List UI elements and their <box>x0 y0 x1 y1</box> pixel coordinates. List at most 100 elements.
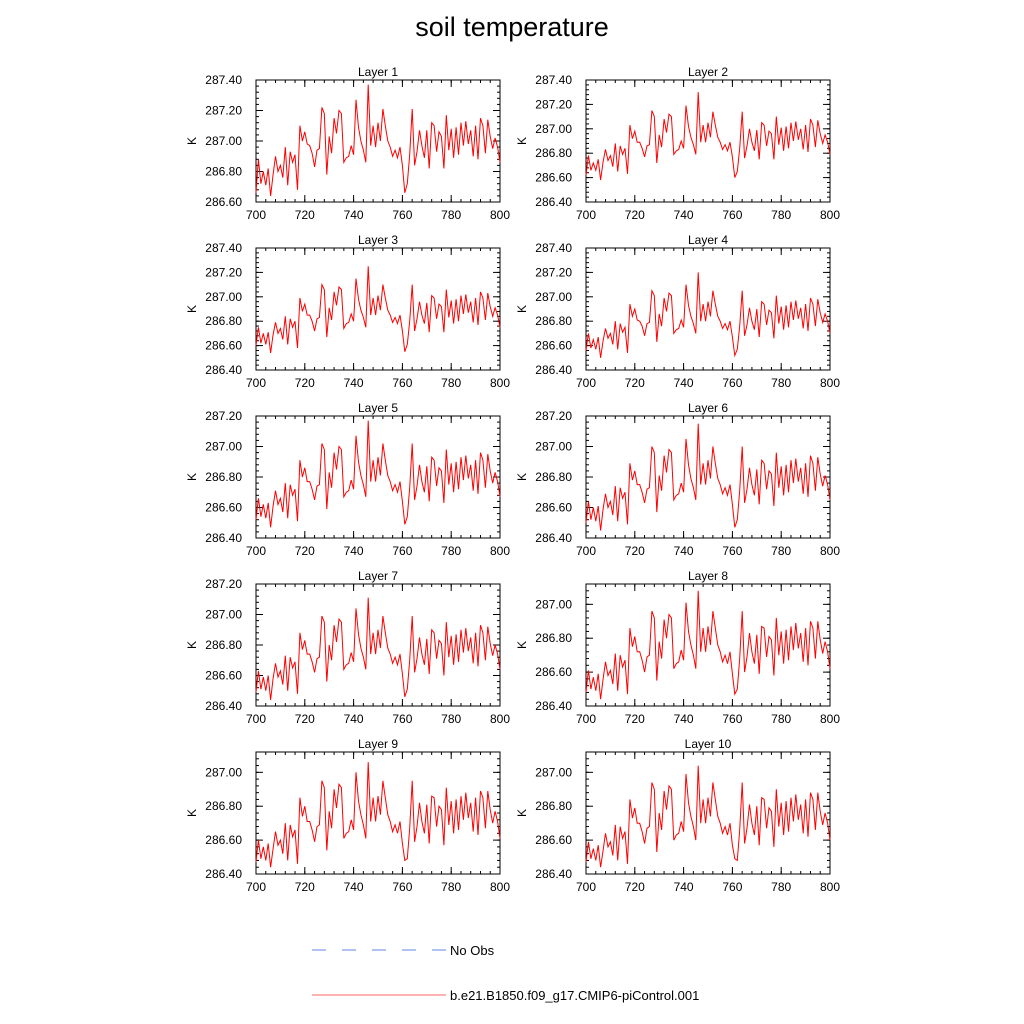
x-tick-label: 740 <box>674 880 694 894</box>
x-tick-label: 700 <box>246 712 266 726</box>
y-tick-label: 287.00 <box>535 440 572 454</box>
y-axis-label: K <box>515 305 529 313</box>
y-axis-label: K <box>185 809 199 817</box>
y-tick-label: 287.40 <box>535 73 572 87</box>
y-tick-label: 286.40 <box>535 195 572 209</box>
y-tick-label: 286.60 <box>205 501 242 515</box>
y-tick-label: 286.60 <box>535 665 572 679</box>
x-tick-label: 700 <box>246 880 266 894</box>
x-tick-label: 760 <box>722 880 742 894</box>
y-axis-label: K <box>185 641 199 649</box>
y-tick-label: 286.80 <box>535 470 572 484</box>
series-line <box>585 765 831 868</box>
x-tick-label: 720 <box>625 208 645 222</box>
y-tick-label: 286.80 <box>535 631 572 645</box>
y-tick-label: 287.00 <box>205 608 242 622</box>
x-tick-label: 740 <box>344 544 364 558</box>
y-tick-label: 286.80 <box>205 638 242 652</box>
x-tick-label: 700 <box>576 544 596 558</box>
plot-frame <box>585 79 831 203</box>
y-tick-label: 286.60 <box>535 339 572 353</box>
x-tick-label: 780 <box>771 376 791 390</box>
x-tick-label: 720 <box>625 376 645 390</box>
x-tick-label: 780 <box>771 712 791 726</box>
y-tick-label: 286.40 <box>535 531 572 545</box>
x-tick-label: 720 <box>295 880 315 894</box>
plot-frame <box>585 751 831 875</box>
x-tick-label: 800 <box>490 208 510 222</box>
y-tick-label: 287.00 <box>535 290 572 304</box>
plot-frame <box>255 751 501 875</box>
panel-title: Layer 7 <box>358 569 398 583</box>
legend-label-no-obs: No Obs <box>450 943 495 958</box>
y-tick-label: 286.40 <box>535 363 572 377</box>
y-tick-label: 287.00 <box>535 765 572 779</box>
y-axis-label: K <box>515 473 529 481</box>
y-tick-label: 287.00 <box>205 290 242 304</box>
plot-frame <box>585 415 831 539</box>
y-tick-label: 287.40 <box>205 73 242 87</box>
y-tick-label: 286.40 <box>205 363 242 377</box>
y-tick-label: 287.20 <box>205 265 242 279</box>
y-axis-label: K <box>185 137 199 145</box>
panel-title: Layer 9 <box>358 737 398 751</box>
x-tick-label: 800 <box>490 712 510 726</box>
y-tick-label: 286.80 <box>205 799 242 813</box>
x-tick-label: 760 <box>392 880 412 894</box>
y-axis-label: K <box>185 305 199 313</box>
x-tick-label: 720 <box>295 208 315 222</box>
x-tick-label: 780 <box>771 880 791 894</box>
x-tick-label: 740 <box>344 880 364 894</box>
y-tick-label: 286.60 <box>535 501 572 515</box>
x-tick-label: 760 <box>392 712 412 726</box>
y-axis-label: K <box>515 137 529 145</box>
x-tick-label: 780 <box>441 544 461 558</box>
chart-title: soil temperature <box>415 12 609 42</box>
y-tick-label: 286.80 <box>205 314 242 328</box>
x-tick-label: 760 <box>392 544 412 558</box>
panel-title: Layer 1 <box>358 65 398 79</box>
x-tick-label: 780 <box>441 712 461 726</box>
series-line <box>255 266 501 353</box>
x-tick-label: 700 <box>576 208 596 222</box>
x-tick-label: 720 <box>295 544 315 558</box>
panel-title: Layer 6 <box>688 401 728 415</box>
panel-title: Layer 8 <box>688 569 728 583</box>
y-axis-label: K <box>185 473 199 481</box>
series-line <box>585 590 831 700</box>
y-tick-label: 287.00 <box>535 122 572 136</box>
x-tick-label: 700 <box>246 544 266 558</box>
series-line <box>255 420 501 528</box>
y-tick-label: 287.20 <box>205 577 242 591</box>
x-tick-label: 800 <box>490 880 510 894</box>
y-tick-label: 287.20 <box>535 409 572 423</box>
x-tick-label: 740 <box>674 376 694 390</box>
x-tick-label: 720 <box>625 712 645 726</box>
x-tick-label: 740 <box>674 544 694 558</box>
series-line <box>585 92 831 181</box>
legend-label-model: b.e21.B1850.f09_g17.CMIP6-piControl.001 <box>450 988 699 1003</box>
y-tick-label: 287.00 <box>205 440 242 454</box>
x-tick-label: 800 <box>820 712 840 726</box>
panel-title: Layer 5 <box>358 401 398 415</box>
x-tick-label: 760 <box>392 208 412 222</box>
x-tick-label: 700 <box>246 376 266 390</box>
y-tick-label: 286.60 <box>205 195 242 209</box>
y-tick-label: 286.60 <box>535 833 572 847</box>
x-tick-label: 700 <box>576 376 596 390</box>
x-tick-label: 800 <box>820 376 840 390</box>
y-tick-label: 287.20 <box>535 265 572 279</box>
x-tick-label: 780 <box>771 544 791 558</box>
x-tick-label: 700 <box>576 712 596 726</box>
plot-frame <box>255 583 501 707</box>
x-tick-label: 740 <box>674 208 694 222</box>
plot-frame <box>255 247 501 371</box>
y-tick-label: 287.20 <box>205 104 242 118</box>
panel-title: Layer 4 <box>688 233 728 247</box>
y-tick-label: 286.80 <box>535 146 572 160</box>
x-tick-label: 720 <box>625 544 645 558</box>
x-tick-label: 700 <box>246 208 266 222</box>
y-axis-label: K <box>515 809 529 817</box>
y-tick-label: 286.80 <box>535 314 572 328</box>
